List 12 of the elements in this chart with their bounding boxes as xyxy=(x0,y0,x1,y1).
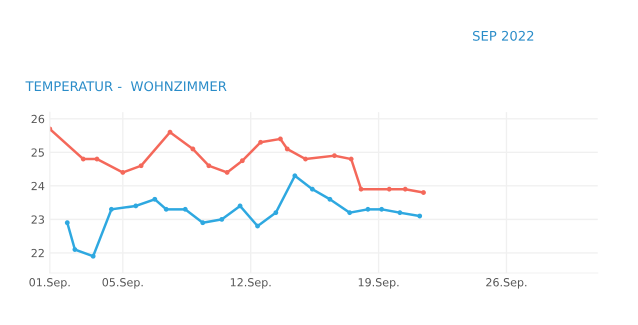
y-tick-label: 24 xyxy=(32,182,44,190)
chart-title: TEMPERATUR - WOHNZIMMER xyxy=(25,81,227,92)
x-tick-label: 01.Sep. xyxy=(29,278,70,289)
y-tick-label: 26 xyxy=(32,114,44,124)
y-tick-label: 23 xyxy=(32,215,44,224)
x-tick-label: 26.Sep. xyxy=(486,278,526,289)
y-tick-label: 22 xyxy=(32,248,44,258)
x-tick-label: 05.Sep. xyxy=(102,278,143,289)
text: SEP 2022 xyxy=(472,30,534,41)
x-tick-label: 12.Sep. xyxy=(230,278,271,289)
y-tick-label: 25 xyxy=(32,148,44,157)
x-tick-label: 19.Sep. xyxy=(358,278,398,289)
